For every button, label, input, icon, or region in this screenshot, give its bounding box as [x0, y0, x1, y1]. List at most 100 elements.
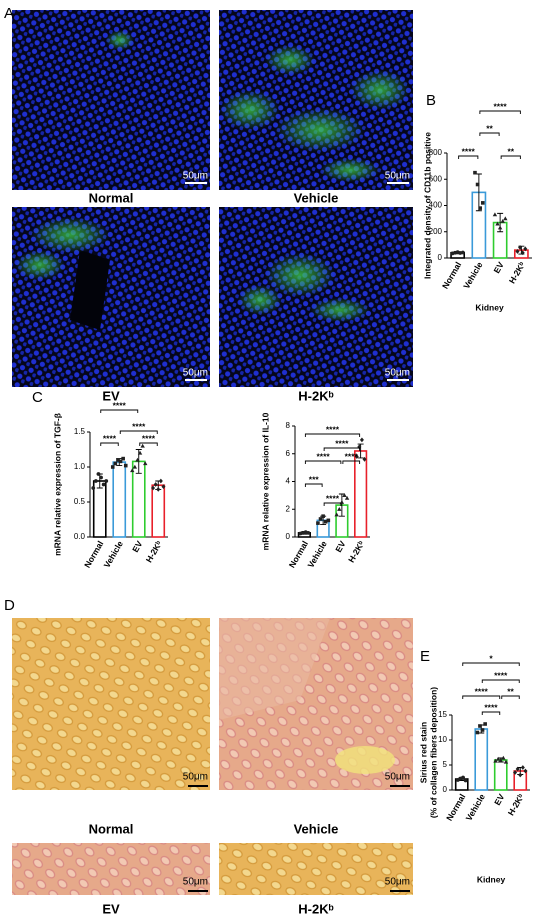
data-point	[354, 454, 359, 459]
scale-bar-label: 50μm	[183, 772, 208, 783]
y-tick-label: 400	[429, 201, 443, 210]
data-point	[515, 249, 520, 254]
micrograph	[12, 843, 210, 895]
data-point	[137, 450, 143, 455]
data-point	[344, 495, 350, 500]
bar	[474, 728, 489, 791]
significance-bracket	[323, 447, 361, 451]
bar	[112, 461, 127, 538]
data-point	[480, 201, 485, 205]
data-point	[140, 443, 145, 448]
scale-bar-label: 50μm	[385, 877, 410, 888]
y-tick-label: 600	[429, 174, 443, 183]
significance-bracket	[100, 442, 119, 446]
x-tick-label: Normal	[440, 260, 463, 290]
significance-bracket	[481, 679, 520, 683]
y-tick-label: 10	[438, 735, 447, 744]
x-tick-label: Vehicle	[102, 539, 125, 570]
x-tick-label: EV	[333, 539, 347, 554]
error-bar	[475, 173, 482, 212]
significance-bracket	[462, 695, 501, 699]
significance-bracket	[479, 110, 521, 114]
scale-bar-label: 50μm	[183, 171, 208, 182]
data-point	[460, 250, 465, 255]
significance-label: ****	[132, 421, 146, 431]
image-caption: EV	[102, 388, 120, 403]
x-tick-label: H-2Kᵇ	[506, 792, 527, 818]
significance-label: **	[486, 123, 493, 133]
data-point	[357, 444, 362, 450]
data-point	[461, 775, 465, 780]
significance-label: ****	[484, 702, 498, 712]
data-point	[523, 246, 528, 252]
scale-bar-label: 50μm	[385, 171, 410, 182]
data-point	[498, 758, 503, 763]
error-bar	[338, 493, 345, 517]
data-point	[501, 755, 506, 760]
significance-label: ****	[335, 438, 349, 448]
data-point	[96, 472, 101, 476]
panel-label: A	[4, 5, 14, 22]
y-tick-label: 200	[429, 227, 443, 236]
significance-bracket	[119, 430, 158, 434]
y-tick-label: 1.5	[74, 427, 86, 436]
data-point	[101, 482, 106, 487]
bar	[151, 484, 166, 538]
data-point	[321, 514, 325, 518]
bar	[493, 759, 508, 791]
significance-label: ****	[113, 400, 127, 410]
data-point	[326, 518, 331, 523]
data-point	[359, 437, 364, 443]
significance-label: ****	[494, 101, 508, 111]
data-point	[493, 758, 498, 763]
data-point	[478, 206, 482, 210]
x-axis-label: Kidney	[475, 302, 504, 312]
y-tick-label: 2	[286, 504, 291, 513]
data-point	[473, 170, 477, 175]
significance-bracket	[501, 695, 520, 699]
significance-bracket	[458, 155, 479, 159]
data-point	[492, 212, 498, 217]
y-tick-label: 0	[443, 785, 448, 794]
data-point	[503, 759, 509, 764]
data-point	[495, 756, 501, 761]
scale-bar-label: 50μm	[183, 877, 208, 888]
data-point	[161, 484, 166, 489]
scale-bar-label: 50μm	[385, 772, 410, 783]
data-point	[483, 722, 487, 726]
micrograph	[219, 207, 413, 387]
micrograph	[12, 207, 210, 387]
scale-bar-label: 50μm	[183, 368, 208, 379]
significance-label: **	[507, 686, 514, 696]
image-caption: H-2Kᵇ	[298, 388, 333, 403]
significance-bracket	[481, 711, 501, 715]
image-caption: Vehicle	[294, 190, 339, 205]
data-point	[337, 506, 342, 511]
panel-label: E	[420, 648, 430, 665]
significance-label: ****	[494, 670, 508, 680]
data-point	[513, 770, 518, 775]
significance-bracket	[462, 662, 520, 666]
significance-bracket	[323, 502, 342, 506]
data-point	[463, 778, 468, 783]
x-tick-label: EV	[492, 792, 506, 807]
data-point	[316, 521, 320, 525]
significance-label: ****	[475, 686, 489, 696]
data-point	[515, 766, 520, 772]
significance-label: ****	[462, 146, 476, 156]
significance-bracket	[139, 442, 158, 446]
data-point	[118, 459, 123, 464]
data-point	[93, 479, 98, 483]
x-tick-label: H-2Kᵇ	[144, 539, 165, 565]
significance-label: *	[489, 653, 493, 663]
x-tick-label: Vehicle	[464, 792, 487, 823]
data-point	[520, 250, 525, 256]
data-point	[478, 724, 482, 728]
data-point	[153, 482, 158, 487]
x-tick-label: EV	[130, 539, 144, 554]
scale-bar-label: 50μm	[385, 368, 410, 379]
y-axis-label: Integrated density of CD11b positive	[422, 132, 432, 279]
y-tick-label: 800	[429, 148, 443, 157]
